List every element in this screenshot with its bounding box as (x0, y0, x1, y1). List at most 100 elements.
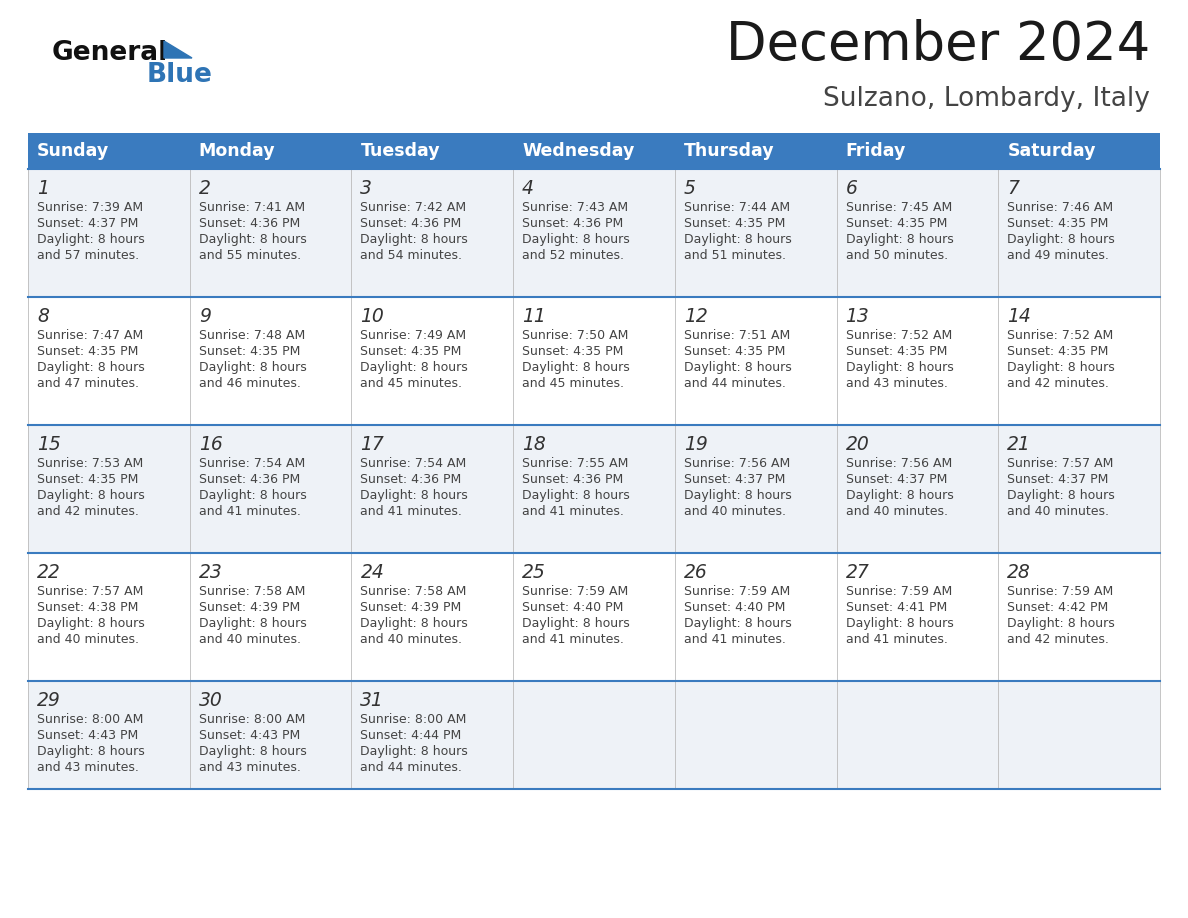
Text: Sunset: 4:43 PM: Sunset: 4:43 PM (198, 729, 299, 742)
Text: and 41 minutes.: and 41 minutes. (198, 505, 301, 518)
Text: Sunset: 4:36 PM: Sunset: 4:36 PM (198, 473, 299, 486)
Text: Daylight: 8 hours: Daylight: 8 hours (37, 745, 145, 758)
Text: and 54 minutes.: and 54 minutes. (360, 249, 462, 262)
Bar (675, 681, 836, 789)
Text: and 44 minutes.: and 44 minutes. (684, 377, 785, 390)
Text: 29: 29 (37, 691, 61, 710)
Bar (675, 425, 836, 553)
Text: Daylight: 8 hours: Daylight: 8 hours (523, 233, 630, 246)
Text: 25: 25 (523, 563, 546, 582)
Text: 24: 24 (360, 563, 384, 582)
Bar (836, 681, 998, 789)
Text: Sunset: 4:39 PM: Sunset: 4:39 PM (198, 601, 299, 614)
Text: and 41 minutes.: and 41 minutes. (360, 505, 462, 518)
Bar (352, 169, 513, 297)
Text: Sunset: 4:35 PM: Sunset: 4:35 PM (198, 345, 301, 358)
Text: and 42 minutes.: and 42 minutes. (1007, 633, 1110, 646)
Text: 19: 19 (684, 435, 708, 454)
Text: and 42 minutes.: and 42 minutes. (1007, 377, 1110, 390)
Bar (513, 133, 675, 169)
Text: and 49 minutes.: and 49 minutes. (1007, 249, 1110, 262)
Text: Sunrise: 7:50 AM: Sunrise: 7:50 AM (523, 329, 628, 342)
Text: Daylight: 8 hours: Daylight: 8 hours (198, 617, 307, 630)
Text: Sunrise: 7:54 AM: Sunrise: 7:54 AM (360, 457, 467, 470)
Text: Daylight: 8 hours: Daylight: 8 hours (1007, 233, 1116, 246)
Text: and 41 minutes.: and 41 minutes. (684, 633, 785, 646)
Text: 9: 9 (198, 307, 210, 326)
Text: Tuesday: Tuesday (360, 142, 440, 160)
Text: Sunset: 4:35 PM: Sunset: 4:35 PM (523, 345, 624, 358)
Bar (836, 425, 998, 553)
Text: and 43 minutes.: and 43 minutes. (198, 761, 301, 774)
Text: Sunrise: 7:51 AM: Sunrise: 7:51 AM (684, 329, 790, 342)
Bar (190, 133, 352, 169)
Bar (29, 297, 190, 425)
Text: Sunrise: 7:52 AM: Sunrise: 7:52 AM (1007, 329, 1113, 342)
Text: Sunrise: 7:59 AM: Sunrise: 7:59 AM (846, 585, 952, 598)
Text: Daylight: 8 hours: Daylight: 8 hours (37, 233, 145, 246)
Bar (29, 553, 190, 681)
Bar (190, 553, 352, 681)
Text: 23: 23 (198, 563, 222, 582)
Bar (352, 681, 513, 789)
Text: Daylight: 8 hours: Daylight: 8 hours (198, 745, 307, 758)
Bar (352, 297, 513, 425)
Text: 16: 16 (198, 435, 222, 454)
Bar (836, 169, 998, 297)
Bar (836, 297, 998, 425)
Text: Sunset: 4:37 PM: Sunset: 4:37 PM (1007, 473, 1108, 486)
Text: Sunset: 4:37 PM: Sunset: 4:37 PM (37, 217, 138, 230)
Text: Sunset: 4:35 PM: Sunset: 4:35 PM (1007, 217, 1108, 230)
Text: Sunset: 4:40 PM: Sunset: 4:40 PM (523, 601, 624, 614)
Text: Saturday: Saturday (1007, 142, 1095, 160)
Text: Sunset: 4:35 PM: Sunset: 4:35 PM (684, 345, 785, 358)
Text: Sunrise: 7:43 AM: Sunrise: 7:43 AM (523, 201, 628, 214)
Bar (352, 133, 513, 169)
Text: Sunset: 4:38 PM: Sunset: 4:38 PM (37, 601, 138, 614)
Text: Sunrise: 7:56 AM: Sunrise: 7:56 AM (684, 457, 790, 470)
Text: Daylight: 8 hours: Daylight: 8 hours (1007, 489, 1116, 502)
Text: and 55 minutes.: and 55 minutes. (198, 249, 301, 262)
Text: 22: 22 (37, 563, 61, 582)
Text: Sunrise: 7:59 AM: Sunrise: 7:59 AM (523, 585, 628, 598)
Text: Sunset: 4:37 PM: Sunset: 4:37 PM (846, 473, 947, 486)
Text: Daylight: 8 hours: Daylight: 8 hours (37, 489, 145, 502)
Text: Sunrise: 7:59 AM: Sunrise: 7:59 AM (684, 585, 790, 598)
Text: Sunrise: 7:46 AM: Sunrise: 7:46 AM (1007, 201, 1113, 214)
Text: and 41 minutes.: and 41 minutes. (846, 633, 948, 646)
Text: and 50 minutes.: and 50 minutes. (846, 249, 948, 262)
Text: Sunrise: 7:42 AM: Sunrise: 7:42 AM (360, 201, 467, 214)
Text: Daylight: 8 hours: Daylight: 8 hours (198, 489, 307, 502)
Text: and 40 minutes.: and 40 minutes. (360, 633, 462, 646)
Bar (352, 553, 513, 681)
Text: 20: 20 (846, 435, 870, 454)
Text: Daylight: 8 hours: Daylight: 8 hours (360, 617, 468, 630)
Text: and 51 minutes.: and 51 minutes. (684, 249, 785, 262)
Text: Daylight: 8 hours: Daylight: 8 hours (360, 361, 468, 374)
Text: 15: 15 (37, 435, 61, 454)
Text: Sunrise: 7:41 AM: Sunrise: 7:41 AM (198, 201, 305, 214)
Text: Daylight: 8 hours: Daylight: 8 hours (1007, 617, 1116, 630)
Text: 17: 17 (360, 435, 384, 454)
Text: Sunset: 4:39 PM: Sunset: 4:39 PM (360, 601, 462, 614)
Text: Sunset: 4:35 PM: Sunset: 4:35 PM (684, 217, 785, 230)
Text: Sunrise: 8:00 AM: Sunrise: 8:00 AM (360, 713, 467, 726)
Text: 13: 13 (846, 307, 870, 326)
Text: Sunrise: 7:58 AM: Sunrise: 7:58 AM (360, 585, 467, 598)
Text: and 41 minutes.: and 41 minutes. (523, 633, 624, 646)
Text: 1: 1 (37, 179, 49, 198)
Text: Daylight: 8 hours: Daylight: 8 hours (198, 361, 307, 374)
Text: Daylight: 8 hours: Daylight: 8 hours (360, 233, 468, 246)
Bar (513, 169, 675, 297)
Text: Sunset: 4:36 PM: Sunset: 4:36 PM (360, 217, 462, 230)
Text: Daylight: 8 hours: Daylight: 8 hours (846, 361, 953, 374)
Text: and 52 minutes.: and 52 minutes. (523, 249, 624, 262)
Text: 10: 10 (360, 307, 384, 326)
Bar (998, 297, 1159, 425)
Text: and 40 minutes.: and 40 minutes. (198, 633, 301, 646)
Bar (998, 553, 1159, 681)
Text: and 43 minutes.: and 43 minutes. (846, 377, 948, 390)
Text: 2: 2 (198, 179, 210, 198)
Text: 31: 31 (360, 691, 384, 710)
Text: Daylight: 8 hours: Daylight: 8 hours (1007, 361, 1116, 374)
